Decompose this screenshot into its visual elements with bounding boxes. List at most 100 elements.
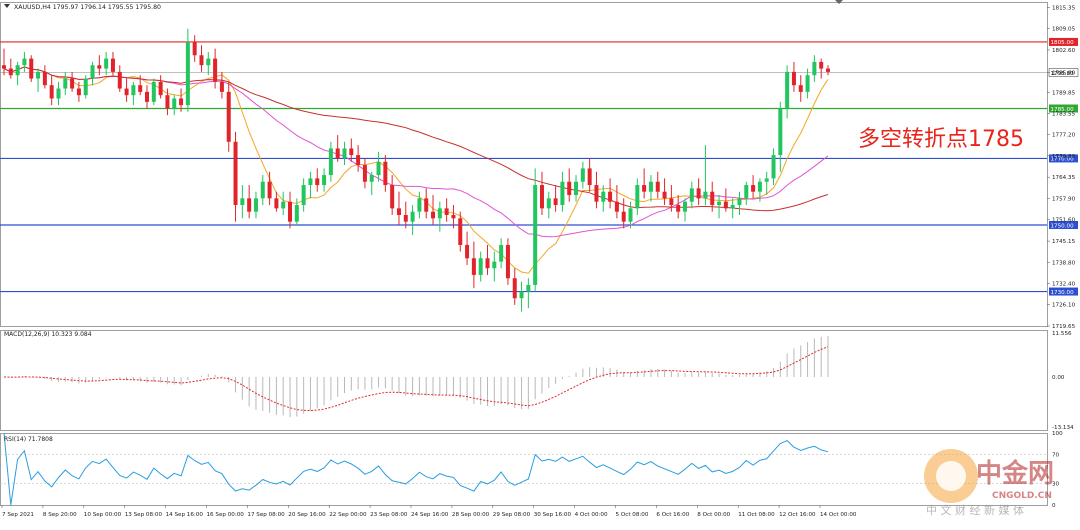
candle-body bbox=[2, 65, 6, 69]
dropdown-arrow-icon[interactable] bbox=[4, 4, 10, 8]
price-axis: 1805.00 1785.00 1770.00 1750.00 1730.00 1795.… bbox=[1047, 5, 1079, 509]
candle-body bbox=[512, 278, 517, 299]
y-tick-label: 1795.80 bbox=[1052, 71, 1076, 77]
x-tick-label: 16 Sep 00:00 bbox=[207, 512, 245, 518]
x-tick-label: 24 Sep 16:00 bbox=[411, 512, 449, 518]
logo-core-icon bbox=[936, 461, 966, 491]
candle-body bbox=[349, 148, 354, 156]
candle-body bbox=[301, 185, 306, 206]
candle-body bbox=[785, 71, 790, 109]
candle-body bbox=[36, 71, 41, 79]
candle-body bbox=[403, 215, 408, 222]
level-label: 1785.00 bbox=[1051, 107, 1075, 113]
candle-body bbox=[42, 71, 47, 86]
panel-frames bbox=[0, 2, 1048, 506]
candle-body bbox=[179, 98, 184, 106]
candle-body bbox=[431, 211, 436, 219]
candle-body bbox=[165, 95, 170, 109]
y-tick-label: 1751.60 bbox=[1052, 218, 1076, 224]
candle-body bbox=[104, 58, 109, 69]
symbol-header: XAUUSD,H4 1795.97 1796.14 1795.55 1795.8… bbox=[14, 4, 161, 11]
candle-body bbox=[778, 108, 783, 156]
last-price-label: 1795.80 bbox=[1051, 71, 1075, 77]
y-tick-label: 1738.80 bbox=[1052, 260, 1076, 266]
candle-body bbox=[219, 81, 224, 92]
candle-body bbox=[505, 244, 510, 279]
candle-body bbox=[117, 71, 122, 89]
candle-body bbox=[730, 205, 735, 209]
moving-averages bbox=[3, 66, 829, 274]
candle-body bbox=[791, 71, 796, 86]
candle-body bbox=[465, 244, 470, 259]
candle-body bbox=[471, 258, 476, 275]
candle-body bbox=[587, 168, 592, 186]
level-label-box bbox=[1049, 154, 1078, 163]
y-tick-label: 1764.35 bbox=[1052, 175, 1076, 181]
candle-body bbox=[478, 258, 483, 275]
x-tick-label: 7 Sep 2021 bbox=[2, 512, 34, 518]
candle-body bbox=[662, 191, 667, 199]
candle-body bbox=[655, 181, 660, 192]
x-tick-label: 28 Sep 00:00 bbox=[452, 512, 490, 518]
candle-body bbox=[682, 201, 687, 212]
x-tick-label: 13 Sep 08:00 bbox=[125, 512, 163, 518]
y-tick-label: 1726.10 bbox=[1052, 303, 1076, 309]
candle-body bbox=[669, 198, 674, 206]
candle-body bbox=[362, 165, 367, 182]
candle-body bbox=[580, 168, 585, 182]
x-tick-label: 10 Sep 00:00 bbox=[84, 512, 122, 518]
candle-body bbox=[192, 41, 197, 56]
x-tick-label: 14 Oct 00:00 bbox=[820, 512, 857, 518]
candle-body bbox=[458, 218, 463, 245]
candle-body bbox=[145, 91, 150, 102]
candle-body bbox=[281, 201, 286, 209]
rsi-tick-label: 100 bbox=[1052, 431, 1063, 437]
logo-domain: CNGOLD.CN bbox=[992, 491, 1052, 501]
candle-body bbox=[492, 261, 497, 269]
candle-body bbox=[710, 191, 715, 206]
rsi-tick-label: 30 bbox=[1052, 481, 1060, 487]
macd-tick-label: 0.00 bbox=[1052, 375, 1065, 381]
candle-body bbox=[594, 185, 599, 202]
x-tick-label: 8 Sep 20:00 bbox=[43, 512, 77, 518]
y-tick-label: 1809.05 bbox=[1052, 26, 1076, 32]
candle-body bbox=[213, 58, 218, 82]
candle-body bbox=[110, 58, 115, 72]
candle-body bbox=[642, 185, 647, 192]
candle-body bbox=[240, 198, 245, 206]
logo-brand: 中金网 bbox=[976, 458, 1054, 489]
y-tick-label: 1719.65 bbox=[1052, 324, 1076, 330]
x-tick-label: 6 Oct 16:00 bbox=[656, 512, 689, 518]
x-tick-label: 17 Sep 08:00 bbox=[247, 512, 285, 518]
x-tick-label: 22 Sep 00:00 bbox=[329, 512, 367, 518]
logo-tagline: 中 文 财 经 新 媒 体 bbox=[926, 503, 1024, 517]
candle-body bbox=[138, 85, 143, 92]
candlesticks bbox=[2, 28, 830, 312]
annotation-text: 多空转折点1785 bbox=[858, 127, 1024, 152]
candle-body bbox=[812, 61, 817, 76]
candle-body bbox=[451, 215, 456, 219]
candle-body bbox=[328, 148, 333, 176]
candle-body bbox=[526, 284, 531, 292]
candle-body bbox=[22, 58, 27, 66]
candle-body bbox=[253, 198, 258, 212]
candle-body bbox=[376, 161, 381, 176]
candle-body bbox=[410, 211, 415, 222]
candle-body bbox=[206, 58, 211, 66]
candle-body bbox=[308, 178, 313, 186]
candle-body bbox=[628, 208, 633, 222]
y-tick-label: 1802.60 bbox=[1052, 48, 1076, 54]
shift-marker-icon[interactable] bbox=[835, 0, 843, 4]
candle-body bbox=[49, 85, 54, 99]
level-label: 1750.00 bbox=[1051, 223, 1075, 229]
level-label-box bbox=[1049, 287, 1078, 296]
candle-body bbox=[63, 78, 68, 89]
candle-body bbox=[689, 188, 694, 202]
y-tick-label: 1732.40 bbox=[1052, 282, 1076, 288]
y-tick-label: 1770.80 bbox=[1052, 154, 1076, 160]
candle-body bbox=[396, 208, 401, 216]
candle-body bbox=[424, 198, 429, 212]
candle-body bbox=[553, 198, 558, 206]
candle-body bbox=[757, 181, 762, 192]
